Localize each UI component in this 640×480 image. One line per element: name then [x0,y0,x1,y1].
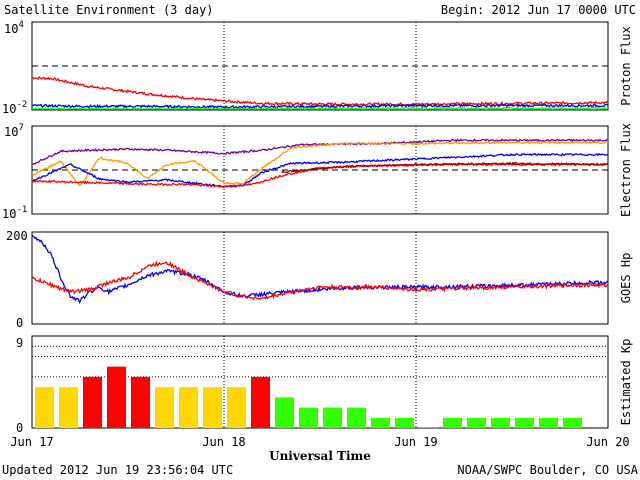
kp-bar [251,376,270,428]
electron-ytick-top: 107 [4,123,24,139]
kp-bar [275,397,294,428]
electron-ytick-top-exp: 7 [18,123,23,133]
kp-bar [395,417,414,428]
kp-bar [299,407,318,428]
electron-panel-frame [31,125,609,215]
electron-series-red [31,162,609,188]
kp-bar [323,407,342,428]
electron-series-orange [31,140,609,187]
hp-ylabel: GOES Hp [619,253,633,304]
electron-ytick-bottom-exp: -1 [16,205,27,215]
hp-series-blue [31,234,609,304]
proton-ytick-bottom: 10-2 [2,100,27,116]
x-tick-jun19: Jun 19 [394,435,437,449]
kp-bar [131,376,150,428]
electron-ytick-bottom: 10-1 [2,205,27,221]
x-tick-jun18: Jun 18 [202,435,245,449]
credit: NOAA/SWPC Boulder, CO USA [457,463,638,477]
kp-bar [203,387,222,428]
svg-text:10-1: 10-1 [2,205,27,221]
kp-bar [443,417,462,428]
proton-ytick-top-exp: 4 [18,20,23,30]
electron-series-darkred [281,161,609,174]
kp-bar [539,417,558,428]
proton-ytick-top: 104 [4,20,24,36]
svg-text:104: 104 [4,20,24,36]
kp-ytick-bottom: 0 [16,421,23,435]
kp-bar [371,417,390,428]
kp-ytick-top: 9 [16,336,23,350]
hp-ytick-bottom: 0 [16,316,23,330]
proton-ylabel: Proton Flux [619,26,633,105]
kp-bar [107,366,126,428]
x-tick-jun17: Jun 17 [10,435,53,449]
svg-text:10-2: 10-2 [2,100,27,116]
kp-bar [83,376,102,428]
proton-panel-frame [31,21,609,111]
kp-bar [59,387,78,428]
kp-bar [35,387,54,428]
hp-series-red [31,260,609,301]
electron-ytick-top-base: 10 [4,125,18,139]
hp-ytick-top: 200 [6,229,28,243]
x-tick-jun20: Jun 20 [586,435,629,449]
kp-ylabel: Estimated Kp [619,339,633,426]
proton-ytick-bottom-base: 10 [2,102,16,116]
proton-series-green [31,106,609,111]
electron-ytick-bottom-base: 10 [2,207,16,221]
updated-timestamp: Updated 2012 Jun 19 23:56:04 UTC [2,463,233,477]
kp-bar [419,427,438,428]
kp-panel-frame [31,335,609,429]
kp-bar [563,417,582,428]
kp-bar [347,407,366,428]
electron-series-blue [31,152,609,189]
proton-ytick-bottom-exp: -2 [16,100,27,110]
kp-bar [227,387,246,428]
proton-ytick-top-base: 10 [4,22,18,36]
proton-series-red [31,76,609,107]
proton-series-blue [31,103,609,110]
kp-bar [467,417,486,428]
kp-bar [491,417,510,428]
kp-bar [179,387,198,428]
begin-time: Begin: 2012 Jun 17 0000 UTC [441,3,636,17]
svg-text:107: 107 [4,123,24,139]
chart-marks [31,22,609,428]
hp-panel-frame [31,231,609,325]
x-axis-title: Universal Time [269,449,371,463]
electron-ylabel: Electron Flux [619,123,633,217]
kp-bar [515,417,534,428]
kp-bar [155,387,174,428]
chart-title: Satellite Environment (3 day) [4,3,214,17]
